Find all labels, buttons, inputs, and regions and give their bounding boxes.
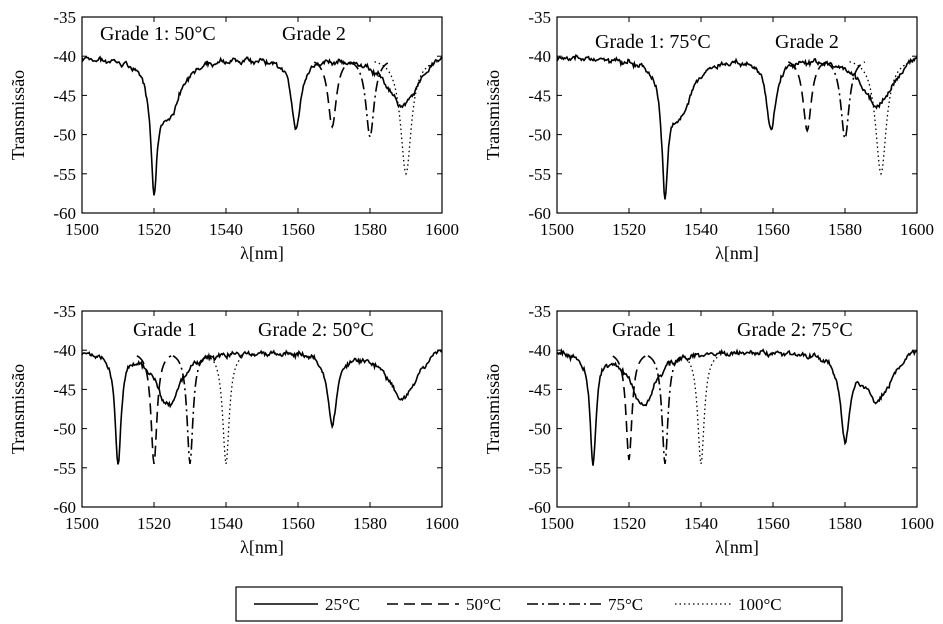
y-tick-label: -50 — [53, 126, 76, 145]
y-tick-label: -60 — [528, 204, 551, 223]
y-tick-label: -55 — [528, 165, 551, 184]
panel-annotation: Grade 1 — [612, 319, 676, 341]
x-tick-label: 1600 — [425, 220, 459, 239]
series-line-50c — [788, 62, 826, 131]
y-tick-label: -45 — [53, 86, 76, 105]
x-tick-label: 1600 — [900, 514, 934, 533]
legend-label: 50°C — [466, 595, 501, 614]
x-tick-label: 1560 — [281, 220, 315, 239]
y-tick-label: -55 — [53, 165, 76, 184]
series-line-25c — [557, 55, 917, 199]
x-tick-label: 1600 — [425, 514, 459, 533]
x-axis-label: λ[nm] — [240, 243, 284, 263]
panel-annotation: Grade 2: 75°C — [737, 319, 853, 341]
series-line-100c — [375, 62, 438, 174]
series-line-75c — [173, 356, 207, 464]
y-tick-label: -45 — [53, 380, 76, 399]
series-line-75c — [648, 356, 682, 464]
legend-label: 75°C — [608, 595, 643, 614]
panel-annotation: Grade 1: 75°C — [595, 31, 711, 53]
legend-label: 25°C — [325, 595, 360, 614]
x-tick-label: 1580 — [353, 220, 387, 239]
y-tick-label: -45 — [528, 86, 551, 105]
y-tick-label: -35 — [528, 8, 551, 27]
y-tick-label: -60 — [528, 498, 551, 517]
panel-annotation: Grade 2 — [775, 31, 839, 53]
x-tick-label: 1540 — [209, 514, 243, 533]
x-tick-label: 1580 — [828, 514, 862, 533]
x-tick-label: 1600 — [900, 220, 934, 239]
panel-annotation: Grade 1: 50°C — [100, 23, 216, 45]
series-line-25c — [82, 57, 442, 196]
x-axis-label: λ[nm] — [715, 537, 759, 557]
y-tick-label: -35 — [528, 302, 551, 321]
x-axis-label: λ[nm] — [240, 537, 284, 557]
y-axis-label: Transmissão — [8, 70, 28, 160]
y-tick-label: -35 — [53, 302, 76, 321]
x-tick-label: 1560 — [756, 514, 790, 533]
x-tick-label: 1580 — [828, 220, 862, 239]
x-tick-label: 1560 — [756, 220, 790, 239]
series-line-25c — [82, 350, 442, 464]
chart-panel-1: 1500 1520 1540 1560 1580 1600-35-40-45-50-55-… — [8, 8, 459, 263]
y-tick-label: -55 — [53, 459, 76, 478]
x-tick-label: 1520 — [612, 514, 646, 533]
series-line-75c — [825, 62, 865, 139]
y-tick-label: -50 — [53, 420, 76, 439]
x-tick-label: 1540 — [684, 514, 718, 533]
y-tick-label: -50 — [528, 126, 551, 145]
series-line-75c — [350, 62, 390, 137]
chart-panel-3: 1500 1520 1540 1560 1580 1600-35-40-45-50-55-… — [8, 302, 459, 557]
series-line-50c — [314, 62, 350, 127]
legend-box: 25°C 50°C 75°C 100°C — [236, 587, 842, 621]
series-line-25c — [557, 350, 917, 466]
y-axis-label: Transmissão — [483, 364, 503, 454]
y-tick-label: -60 — [53, 498, 76, 517]
x-tick-label: 1520 — [137, 220, 171, 239]
y-tick-label: -40 — [528, 47, 551, 66]
y-tick-label: -40 — [53, 341, 76, 360]
series-line-50c — [137, 356, 171, 464]
series-line-100c — [850, 62, 913, 174]
panel-annotation: Grade 1 — [133, 319, 197, 341]
y-tick-label: -35 — [53, 8, 76, 27]
x-tick-label: 1540 — [209, 220, 243, 239]
y-tick-label: -40 — [53, 47, 76, 66]
x-tick-label: 1580 — [353, 514, 387, 533]
y-axis-label: Transmissão — [8, 364, 28, 454]
panel-annotation: Grade 2: 50°C — [258, 319, 374, 341]
y-tick-label: -45 — [528, 380, 551, 399]
series-line-50c — [613, 356, 645, 460]
x-tick-label: 1520 — [137, 514, 171, 533]
chart-panel-2: 1500 1520 1540 1560 1580 1600-35-40-45-50-55-… — [483, 8, 934, 263]
y-tick-label: -55 — [528, 459, 551, 478]
x-tick-label: 1520 — [612, 220, 646, 239]
plot-frame — [82, 17, 442, 213]
x-axis-label: λ[nm] — [715, 243, 759, 263]
panel-annotation: Grade 2 — [282, 23, 346, 45]
y-axis-label: Transmissão — [483, 70, 503, 160]
chart-panel-4: 1500 1520 1540 1560 1580 1600-35-40-45-50-55-… — [483, 302, 934, 557]
series-line-100c — [682, 356, 720, 464]
series-line-100c — [207, 356, 245, 464]
x-tick-label: 1560 — [281, 514, 315, 533]
y-tick-label: -40 — [528, 341, 551, 360]
y-tick-label: -60 — [53, 204, 76, 223]
legend-label: 100°C — [738, 595, 782, 614]
y-tick-label: -50 — [528, 420, 551, 439]
x-tick-label: 1540 — [684, 220, 718, 239]
